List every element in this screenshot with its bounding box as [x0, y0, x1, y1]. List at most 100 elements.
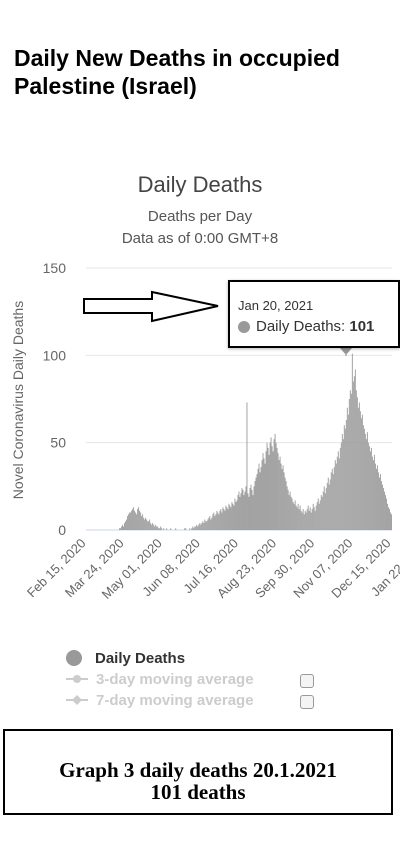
daily-deaths-bar[interactable]: [338, 458, 340, 530]
daily-deaths-bar[interactable]: [135, 512, 137, 530]
daily-deaths-bar[interactable]: [281, 468, 283, 530]
daily-deaths-bar[interactable]: [225, 505, 227, 530]
daily-deaths-bar[interactable]: [298, 509, 300, 530]
daily-deaths-bar[interactable]: [352, 381, 354, 530]
daily-deaths-bar[interactable]: [253, 486, 255, 530]
daily-deaths-bar[interactable]: [380, 481, 382, 530]
daily-deaths-bar[interactable]: [369, 451, 371, 530]
daily-deaths-bar[interactable]: [231, 502, 233, 530]
daily-deaths-bar[interactable]: [237, 495, 239, 530]
daily-deaths-bar[interactable]: [256, 474, 258, 530]
daily-deaths-bar[interactable]: [251, 489, 253, 530]
daily-deaths-bar[interactable]: [308, 510, 310, 530]
daily-deaths-bar[interactable]: [232, 503, 234, 530]
daily-deaths-bar[interactable]: [306, 509, 308, 530]
daily-deaths-bar[interactable]: [287, 489, 289, 530]
daily-deaths-bar[interactable]: [193, 528, 195, 530]
legend-3-day-checkbox[interactable]: [300, 674, 314, 688]
daily-deaths-bar[interactable]: [315, 505, 317, 530]
daily-deaths-bar[interactable]: [120, 528, 122, 530]
daily-deaths-bar[interactable]: [220, 509, 222, 530]
daily-deaths-bar[interactable]: [374, 463, 376, 530]
daily-deaths-bar[interactable]: [144, 519, 146, 530]
daily-deaths-bar[interactable]: [149, 519, 151, 530]
daily-deaths-bar[interactable]: [301, 512, 303, 530]
daily-deaths-bar[interactable]: [329, 479, 331, 530]
daily-deaths-bar[interactable]: [284, 477, 286, 530]
daily-deaths-bar[interactable]: [126, 519, 128, 530]
daily-deaths-bar[interactable]: [279, 456, 281, 530]
daily-deaths-bar[interactable]: [325, 488, 327, 530]
daily-deaths-bar[interactable]: [323, 486, 325, 530]
daily-deaths-bar[interactable]: [311, 509, 313, 530]
daily-deaths-bar[interactable]: [152, 523, 154, 530]
daily-deaths-bar[interactable]: [170, 528, 172, 530]
daily-deaths-bar[interactable]: [263, 458, 265, 530]
daily-deaths-bar[interactable]: [312, 503, 314, 530]
daily-deaths-bar[interactable]: [227, 509, 229, 530]
daily-deaths-bar[interactable]: [262, 453, 264, 530]
daily-deaths-bar[interactable]: [274, 433, 276, 530]
daily-deaths-bar[interactable]: [250, 484, 252, 530]
daily-deaths-bar[interactable]: [197, 526, 199, 530]
daily-deaths-bar[interactable]: [240, 493, 242, 530]
daily-deaths-bar[interactable]: [365, 439, 367, 530]
daily-deaths-bar[interactable]: [272, 451, 274, 530]
daily-deaths-bar[interactable]: [185, 528, 187, 530]
daily-deaths-bar[interactable]: [373, 454, 375, 530]
daily-deaths-bar[interactable]: [270, 437, 272, 530]
daily-deaths-bar[interactable]: [368, 446, 370, 530]
daily-deaths-bar[interactable]: [271, 446, 273, 530]
daily-deaths-bar[interactable]: [375, 468, 377, 530]
daily-deaths-bar[interactable]: [296, 507, 298, 530]
daily-deaths-bar[interactable]: [278, 460, 280, 530]
daily-deaths-bar[interactable]: [196, 524, 198, 530]
daily-deaths-bar[interactable]: [209, 516, 211, 530]
daily-deaths-bar[interactable]: [266, 442, 268, 530]
daily-deaths-bar[interactable]: [297, 503, 299, 530]
daily-deaths-bar[interactable]: [122, 524, 124, 530]
daily-deaths-bar[interactable]: [131, 510, 133, 530]
legend-item-daily-deaths[interactable]: Daily Deaths: [66, 647, 185, 669]
daily-deaths-bar[interactable]: [356, 397, 358, 530]
daily-deaths-bar[interactable]: [202, 521, 204, 530]
daily-deaths-bar[interactable]: [205, 521, 207, 530]
daily-deaths-bar[interactable]: [134, 510, 136, 530]
daily-deaths-bar[interactable]: [383, 491, 385, 530]
daily-deaths-bar[interactable]: [371, 456, 373, 530]
daily-deaths-bar[interactable]: [136, 514, 138, 530]
daily-deaths-bar[interactable]: [166, 528, 168, 530]
daily-deaths-bar[interactable]: [391, 514, 392, 530]
daily-deaths-bar[interactable]: [201, 523, 203, 530]
daily-deaths-bar[interactable]: [387, 507, 389, 530]
daily-deaths-bar[interactable]: [269, 442, 271, 530]
daily-deaths-bar[interactable]: [234, 498, 236, 530]
daily-deaths-bar[interactable]: [192, 526, 194, 530]
daily-deaths-bar[interactable]: [288, 495, 290, 530]
daily-deaths-bar[interactable]: [129, 512, 131, 530]
daily-deaths-bar[interactable]: [260, 467, 262, 530]
daily-deaths-bar[interactable]: [194, 526, 196, 530]
daily-deaths-bar[interactable]: [346, 407, 348, 530]
daily-deaths-bar[interactable]: [349, 390, 351, 530]
daily-deaths-bar[interactable]: [351, 353, 353, 530]
daily-deaths-bar[interactable]: [142, 514, 144, 530]
daily-deaths-bar[interactable]: [386, 503, 388, 530]
daily-deaths-bar[interactable]: [203, 523, 205, 530]
daily-deaths-bar[interactable]: [213, 512, 215, 530]
daily-deaths-bar[interactable]: [161, 528, 163, 530]
daily-deaths-bar[interactable]: [206, 521, 208, 530]
daily-deaths-bar[interactable]: [344, 428, 346, 530]
daily-deaths-bar[interactable]: [150, 523, 152, 530]
daily-deaths-bar[interactable]: [159, 528, 161, 530]
daily-deaths-bar[interactable]: [320, 495, 322, 530]
daily-deaths-bar[interactable]: [156, 526, 158, 530]
daily-deaths-bar[interactable]: [219, 510, 221, 530]
daily-deaths-bar[interactable]: [259, 472, 261, 530]
daily-deaths-bar[interactable]: [280, 463, 282, 530]
daily-deaths-bar[interactable]: [388, 509, 390, 530]
daily-deaths-bar[interactable]: [199, 523, 201, 530]
daily-deaths-bar[interactable]: [238, 491, 240, 530]
daily-deaths-bar[interactable]: [333, 467, 335, 530]
daily-deaths-bar[interactable]: [295, 505, 297, 530]
